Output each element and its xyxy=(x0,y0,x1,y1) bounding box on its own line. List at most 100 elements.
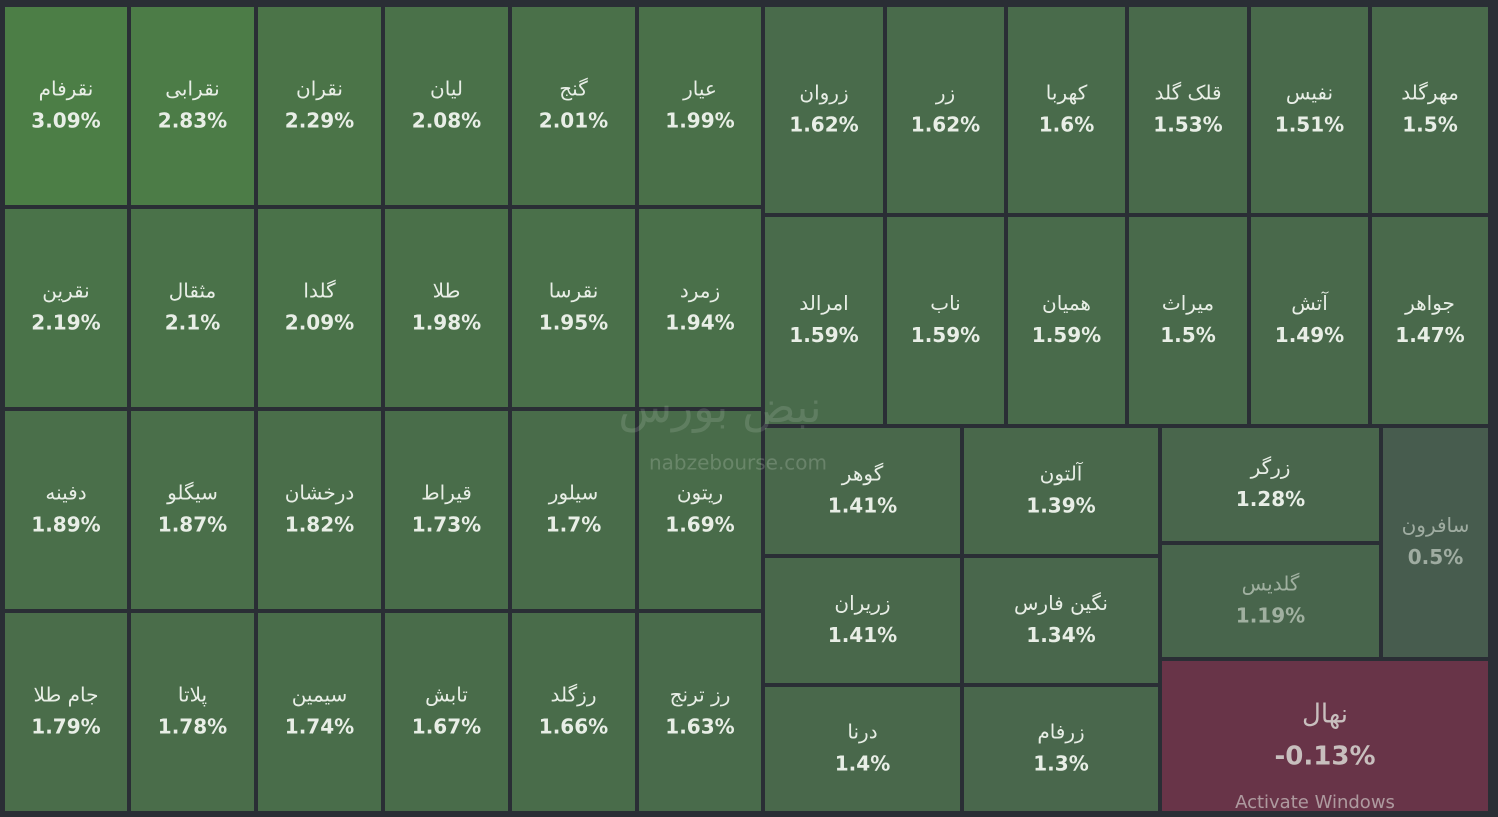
tile-value: 1.74% xyxy=(285,715,354,739)
tile-name: جواهر xyxy=(1404,291,1455,315)
tile-value: 1.66% xyxy=(539,715,608,739)
tile xyxy=(1006,215,1127,426)
tile-name: آتش xyxy=(1291,290,1329,315)
tile xyxy=(885,5,1006,215)
tile-name: ناب xyxy=(930,291,961,315)
tile-value: 1.63% xyxy=(665,715,734,739)
tile-name: گوهر xyxy=(841,462,884,486)
tile-value: 1.4% xyxy=(835,752,890,776)
tile-value: 1.39% xyxy=(1026,494,1095,518)
tile-value: 1.62% xyxy=(789,113,858,137)
tile xyxy=(3,409,129,611)
tile-value: 2.29% xyxy=(285,109,354,133)
tile-value: 1.78% xyxy=(158,715,227,739)
tile-name: دفینه xyxy=(45,481,86,505)
tile xyxy=(383,611,510,813)
tile-value: 1.59% xyxy=(911,323,980,347)
tile-value: 1.53% xyxy=(1153,113,1222,137)
tile-name: رز ترنج xyxy=(670,683,731,707)
tile-name: پلاتا xyxy=(178,683,207,708)
tiles: نقرفام 3.09% نقرابی 2.83% نقران 2.29% لیان 2.08… xyxy=(3,5,1490,813)
tile-value: 1.94% xyxy=(665,311,734,335)
tile xyxy=(637,5,763,207)
tile-name: میراث xyxy=(1162,291,1214,315)
tile xyxy=(637,409,763,611)
tile-value: 1.62% xyxy=(911,113,980,137)
tile xyxy=(637,611,763,813)
tile-name: ریتون xyxy=(677,481,723,505)
tile xyxy=(637,207,763,409)
tile-name: سیمین xyxy=(292,683,348,707)
tile-value: 1.49% xyxy=(1275,323,1344,347)
tile-value: 2.08% xyxy=(412,109,481,133)
tile xyxy=(256,207,383,409)
tile-value: 1.79% xyxy=(31,715,100,739)
tile-name: قیراط xyxy=(421,481,472,505)
tile xyxy=(129,409,256,611)
tile-value: 1.98% xyxy=(412,311,481,335)
tile-name: گلدیس xyxy=(1242,572,1300,596)
tile-value: 1.89% xyxy=(31,513,100,537)
tile xyxy=(1127,5,1249,215)
tile xyxy=(763,426,962,556)
tile-value: 1.41% xyxy=(828,623,897,647)
activate-windows: Activate Windows xyxy=(1235,792,1395,813)
tile xyxy=(1381,426,1490,659)
watermark-logo: نبض بورس xyxy=(618,382,821,433)
tile-value: 3.09% xyxy=(31,109,100,133)
tile xyxy=(383,409,510,611)
tile xyxy=(3,207,129,409)
tile xyxy=(256,5,383,207)
tile-value: 2.09% xyxy=(285,311,354,335)
tile-value: 1.95% xyxy=(539,311,608,335)
tile-value: 1.47% xyxy=(1395,323,1464,347)
tile-value: 1.34% xyxy=(1026,623,1095,647)
tile xyxy=(763,556,962,685)
tile xyxy=(510,409,637,611)
tile-name: نگین فارس xyxy=(1014,591,1108,615)
tile-value: 1.82% xyxy=(285,513,354,537)
tile xyxy=(510,207,637,409)
tile-name: لیان xyxy=(430,77,463,101)
tile-value: 2.1% xyxy=(165,311,220,335)
tile-value: 2.19% xyxy=(31,311,100,335)
tile-name: زروان xyxy=(799,81,848,105)
tile xyxy=(962,685,1160,813)
tile xyxy=(763,5,885,215)
tile-name: مثقال xyxy=(169,279,217,303)
tile-value: 1.19% xyxy=(1236,604,1305,628)
tile-value: 1.69% xyxy=(665,513,734,537)
tile-name: مهرگلد xyxy=(1401,81,1459,105)
watermark: nabzebourse.com xyxy=(649,451,827,475)
tile-name: قلک گلد xyxy=(1154,81,1221,105)
tile-value: 0.5% xyxy=(1408,545,1463,569)
tile-name: تابش xyxy=(425,683,468,707)
tile-name: رزگلد xyxy=(551,683,597,707)
tile-name: سیگلو xyxy=(166,481,218,505)
tile xyxy=(1370,215,1490,426)
tile xyxy=(1160,543,1381,659)
tile-value: 1.3% xyxy=(1033,752,1088,776)
tile-name: نهال xyxy=(1302,700,1348,730)
tile xyxy=(129,611,256,813)
tile-value: 1.6% xyxy=(1039,113,1094,137)
tile xyxy=(256,409,383,611)
tile-name: گلدا xyxy=(303,279,336,303)
tile-value: 1.41% xyxy=(828,494,897,518)
tile xyxy=(1249,5,1370,215)
tile-value: -0.13% xyxy=(1275,741,1376,771)
tile-name: درنا xyxy=(847,720,877,744)
tile xyxy=(383,5,510,207)
tile xyxy=(510,5,637,207)
tile-name: سیلور xyxy=(548,481,598,505)
tile-name: جام طلا xyxy=(33,683,98,707)
tile-value: 1.5% xyxy=(1160,323,1215,347)
tile xyxy=(256,611,383,813)
tile-name: زرفام xyxy=(1037,720,1084,744)
tile-name: نقرابی xyxy=(165,77,220,101)
tile-name: نفیس xyxy=(1286,81,1333,105)
tile xyxy=(383,207,510,409)
tile-name: زریران xyxy=(834,591,890,615)
tile xyxy=(962,556,1160,685)
tile xyxy=(1370,5,1490,215)
